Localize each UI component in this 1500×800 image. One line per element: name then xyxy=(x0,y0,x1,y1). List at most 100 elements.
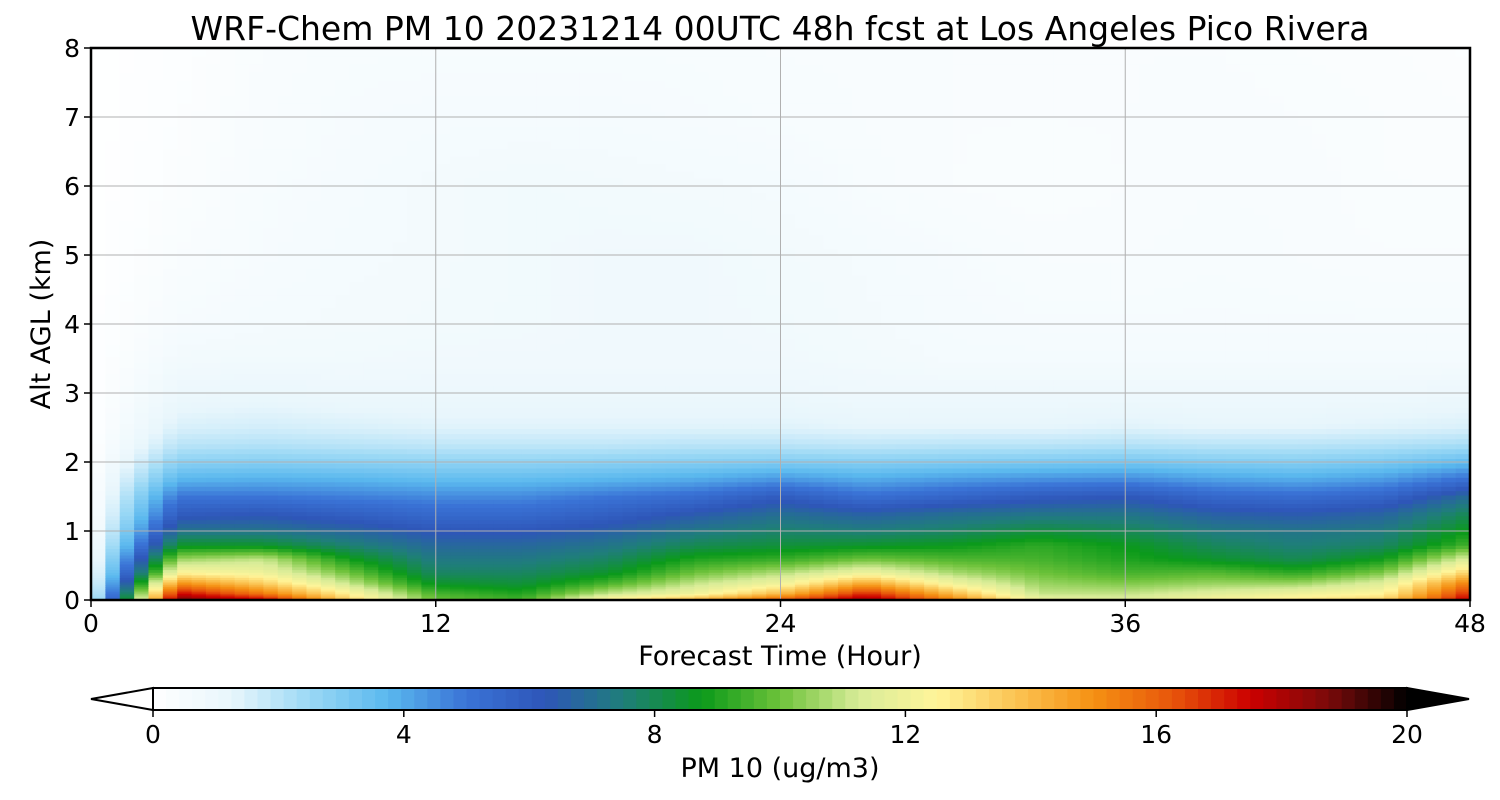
heatmap-cell xyxy=(579,530,595,536)
heatmap-cell xyxy=(407,481,422,487)
heatmap-cell xyxy=(766,588,782,591)
heatmap-cell xyxy=(450,572,466,576)
heatmap-cell xyxy=(378,503,394,509)
heatmap-cell xyxy=(91,597,106,599)
heatmap-cell xyxy=(895,586,911,589)
heatmap-cell xyxy=(866,472,882,478)
heatmap-cell xyxy=(1297,588,1313,591)
heatmap-cell xyxy=(1254,511,1270,517)
heatmap-cell xyxy=(837,472,853,478)
heatmap-cell xyxy=(1268,438,1284,445)
heatmap-cell xyxy=(162,538,178,543)
heatmap-cell xyxy=(234,477,250,483)
heatmap-cell xyxy=(837,515,853,521)
heatmap-cell xyxy=(148,581,164,585)
heatmap-cell xyxy=(1125,594,1141,597)
heatmap-cell xyxy=(1326,507,1342,513)
heatmap-cell xyxy=(1412,534,1428,539)
heatmap-cell xyxy=(579,443,595,450)
heatmap-cell xyxy=(292,481,308,487)
heatmap-cell xyxy=(148,523,164,528)
heatmap-cell xyxy=(565,527,580,532)
heatmap-cell xyxy=(119,591,135,594)
heatmap-cell xyxy=(924,507,940,513)
heatmap-cell xyxy=(450,584,466,587)
heatmap-cell xyxy=(651,523,667,528)
heatmap-cell xyxy=(1283,581,1299,585)
heatmap-cell xyxy=(866,438,882,445)
heatmap-cell xyxy=(1067,477,1083,483)
heatmap-cell xyxy=(1426,572,1442,576)
heatmap-cell xyxy=(636,490,652,496)
heatmap-cell xyxy=(249,448,264,455)
heatmap-cell xyxy=(119,563,135,568)
heatmap-cell xyxy=(1182,499,1198,505)
heatmap-cell xyxy=(809,569,825,573)
heatmap-cell xyxy=(234,569,250,573)
heatmap-cell xyxy=(593,591,609,594)
heatmap-cell xyxy=(220,566,236,571)
heatmap-cell xyxy=(981,584,997,587)
heatmap-cell xyxy=(593,566,609,571)
heatmap-cell xyxy=(521,515,537,521)
heatmap-cell xyxy=(1283,545,1299,550)
heatmap-cell xyxy=(363,499,379,505)
heatmap-cell xyxy=(205,490,221,496)
heatmap-cell xyxy=(378,490,394,496)
heatmap-cell xyxy=(1082,557,1098,562)
heatmap-cell xyxy=(608,591,624,594)
heatmap-cell xyxy=(981,523,997,528)
heatmap-cell xyxy=(1039,551,1055,556)
heatmap-cell xyxy=(1225,566,1241,571)
heatmap-cell xyxy=(277,548,293,553)
heatmap-cell xyxy=(995,538,1011,543)
heatmap-cell xyxy=(1369,574,1385,578)
heatmap-cell xyxy=(1383,534,1399,539)
heatmap-cell xyxy=(550,557,566,562)
heatmap-cell xyxy=(1398,593,1414,596)
heatmap-cell xyxy=(737,433,753,440)
heatmap-cell xyxy=(507,538,523,543)
heatmap-cell xyxy=(1197,560,1213,565)
heatmap-cell xyxy=(205,499,221,505)
heatmap-cell xyxy=(162,523,178,528)
heatmap-cell xyxy=(1441,574,1457,578)
heatmap-cell xyxy=(277,530,293,536)
heatmap-cell xyxy=(794,490,810,496)
heatmap-cell xyxy=(1283,507,1299,513)
heatmap-cell xyxy=(1326,486,1342,492)
heatmap-cell xyxy=(1441,534,1457,539)
heatmap-cell xyxy=(478,499,494,505)
heatmap-cell xyxy=(1096,481,1112,487)
heatmap-cell xyxy=(737,523,753,528)
heatmap-cell xyxy=(622,507,638,513)
heatmap-cell xyxy=(521,458,537,464)
heatmap-cell xyxy=(1311,551,1327,556)
heatmap-cell xyxy=(363,563,379,568)
heatmap-cell xyxy=(1369,511,1385,517)
heatmap-cell xyxy=(1455,511,1471,517)
heatmap-cell xyxy=(708,448,724,455)
heatmap-cell xyxy=(91,579,106,583)
heatmap-cell xyxy=(249,490,264,496)
heatmap-cell xyxy=(1297,574,1313,578)
heatmap-cell xyxy=(91,551,106,556)
heatmap-cell xyxy=(105,438,121,445)
heatmap-cell xyxy=(665,463,681,469)
heatmap-cell xyxy=(823,588,839,591)
heatmap-cell xyxy=(809,593,825,596)
heatmap-cell xyxy=(234,499,250,505)
heatmap-cell xyxy=(105,503,121,509)
heatmap-cell xyxy=(1024,569,1040,573)
heatmap-cell xyxy=(995,551,1011,556)
heatmap-cell xyxy=(1168,557,1184,562)
heatmap-cell xyxy=(881,586,897,589)
heatmap-cell xyxy=(708,566,724,571)
heatmap-cell xyxy=(794,507,810,513)
heatmap-cell xyxy=(1125,433,1141,440)
heatmap-cell xyxy=(1326,594,1342,597)
heatmap-cell xyxy=(1024,458,1040,464)
heatmap-cell xyxy=(995,519,1011,525)
heatmap-cell xyxy=(938,538,954,543)
heatmap-cell xyxy=(177,557,193,562)
